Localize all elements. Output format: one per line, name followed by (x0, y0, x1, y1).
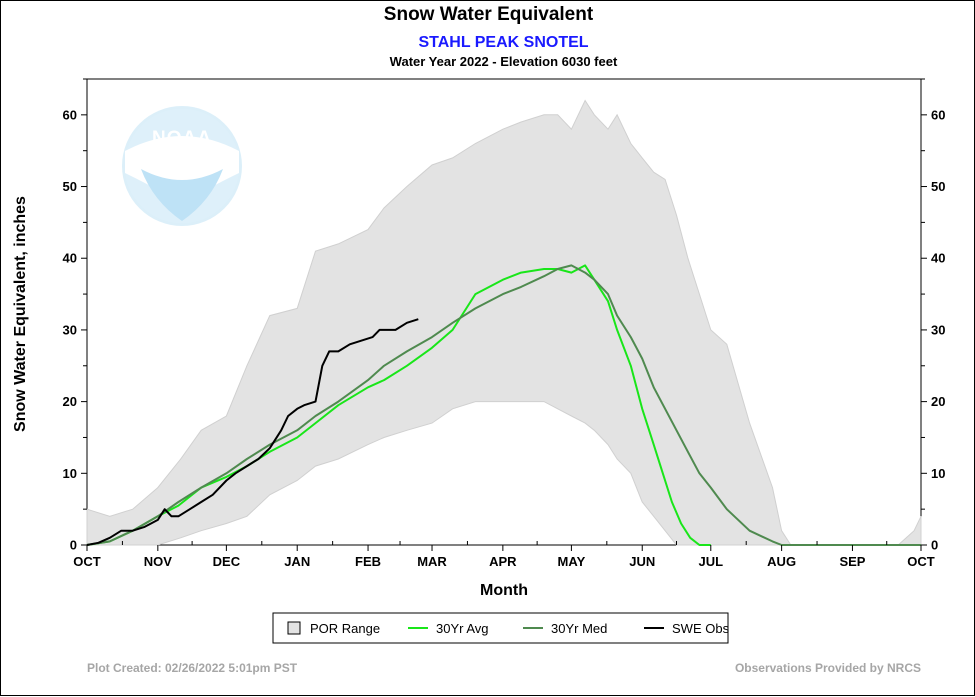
x-tick-label: DEC (213, 554, 241, 569)
y-tick-label-right: 40 (931, 251, 945, 266)
x-tick-label: FEB (355, 554, 381, 569)
legend-label-por-range: POR Range (310, 621, 380, 636)
y-tick-label-left: 0 (70, 538, 77, 553)
chart-title: Snow Water Equivalent (383, 4, 594, 25)
plot-area (86, 78, 922, 546)
y-tick-label-right: 0 (931, 538, 938, 553)
nrcs-credit-note: Observations Provided by NRCS (734, 661, 921, 675)
y-tick-label-right: 60 (931, 107, 945, 122)
x-tick-label: JUN (629, 554, 655, 569)
y-tick-label-left: 50 (63, 179, 77, 194)
chart-subtitle: Water Year 2022 - Elevation 6030 feet (389, 54, 618, 69)
x-tick-label: APR (489, 554, 517, 569)
y-tick-label-right: 50 (931, 179, 945, 194)
station-name: STAHL PEAK SNOTEL (418, 34, 589, 51)
x-tick-label: MAR (417, 554, 447, 569)
x-tick-label: SEP (839, 554, 865, 569)
y-tick-label-right: 30 (931, 322, 945, 337)
axis-ticks (81, 78, 927, 551)
series-lines (86, 264, 921, 546)
x-tick-label: NOV (144, 554, 173, 569)
series-line-30yr-avg (86, 264, 711, 546)
noaa-logo-text: NOAA (152, 128, 212, 149)
legend-label-swe-obs: SWE Obs (672, 621, 730, 636)
noaa-logo: NOAA (122, 106, 242, 226)
y-tick-label-right: 10 (931, 466, 945, 481)
series-line-30yr-med (86, 264, 921, 546)
y-tick-label-left: 30 (63, 322, 77, 337)
y-tick-label-left: 10 (63, 466, 77, 481)
series-line-swe-obs (86, 318, 419, 546)
y-tick-label-right: 20 (931, 394, 945, 409)
y-axis-label: Snow Water Equivalent, inches (12, 196, 29, 432)
x-tick-label: JUL (699, 554, 724, 569)
x-tick-label: MAY (558, 554, 586, 569)
x-tick-label: AUG (767, 554, 796, 569)
y-tick-label-left: 40 (63, 251, 77, 266)
y-tick-label-left: 20 (63, 394, 77, 409)
x-tick-label: JAN (284, 554, 310, 569)
x-tick-label: OCT (73, 554, 101, 569)
plot-created-note: Plot Created: 02/26/2022 5:01pm PST (87, 661, 298, 675)
x-axis-label: Month (480, 582, 528, 599)
legend-label-30yr-avg: 30Yr Avg (436, 621, 489, 636)
legend-swatch-por-range (287, 621, 301, 635)
x-tick-label: OCT (907, 554, 935, 569)
legend: POR Range 30Yr Avg 30Yr Med SWE Obs (272, 612, 730, 644)
y-tick-label-left: 60 (63, 107, 77, 122)
legend-label-30yr-med: 30Yr Med (551, 621, 607, 636)
axis-tick-labels: OCT NOV DEC JAN FEB MAR APR MAY JUN JUL AUG SEP OCT0… (63, 107, 946, 569)
